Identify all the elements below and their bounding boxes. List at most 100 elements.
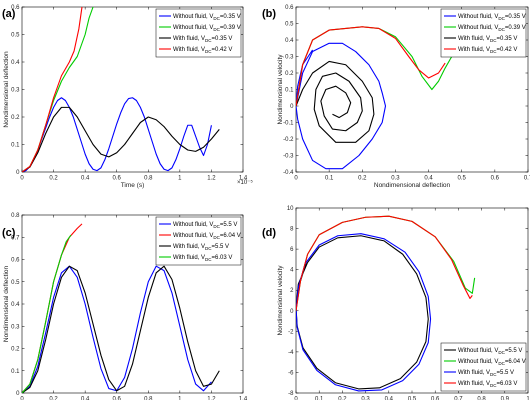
legend-entry-sub: DC [213,235,220,240]
legend-entry-sub: DC [205,38,212,43]
legend-entry-value: =0.42 V [212,47,233,53]
legend-entry-value: =0.39 V [505,25,526,31]
x-tick-label: 0.7 [524,176,530,182]
x-tick-label: 0.9 [501,397,510,400]
series-line-1 [296,42,387,170]
y-tick-label: -6 [288,370,294,376]
x-tick-label: 1.4 [239,176,248,182]
y-tick-label: 0.7 [11,235,20,241]
legend-entry-sub: DC [213,224,220,229]
series-line-4 [296,26,446,107]
y-tick-label: 0.4 [285,38,294,44]
legend-entry-sub: DC [498,361,505,366]
y-axis-label: Nondimensional velocity [277,265,284,336]
y-tick-label: 0 [290,104,294,110]
legend-entry-2: Without fluid, VDC=6.04 V [458,359,526,366]
legend-entry-2: Without fluid, VDC=0.39 V [173,25,241,32]
y-tick-label: 0.5 [11,280,20,286]
legend-entry-main: Without fluid, V [458,359,498,365]
y-tick-label: 0.3 [11,324,20,330]
chart-panel-4: 0 0.1 0.2 0.3 0.4 0.5 0.6 0.7 0.8 0.9 1 -8 -6 -4 -2 0 2 4… [262,206,530,400]
x-tick-label: 0.2 [338,397,347,400]
y-tick-label: -2 [288,329,294,335]
y-tick-label: 0.3 [285,55,294,61]
y-tick-label: -4 [288,350,294,356]
y-tick-label: 0.4 [11,302,20,308]
legend-entry-1: Without fluid, VDC=5.5 V [458,348,522,355]
x-tick-label: 0 [294,397,298,400]
legend-entry-sub: DC [498,27,505,32]
x-tick-label: 0.7 [454,397,463,400]
legend-entry-value: =6.03 V [497,381,518,387]
legend-entry-3: With fluid, VDC=5.5 V [173,244,229,251]
series-line-3 [296,233,432,392]
y-tick-label: 0.4 [11,60,20,66]
legend-entry-3: With fluid, VDC=5.5 V [458,370,514,377]
legend-entry-sub: DC [205,257,212,262]
legend-entry-sub: DC [213,27,220,32]
x-tick-label: 1.2 [207,397,216,400]
legend-entry-4: With fluid, VDC=0.42 V [458,47,517,54]
legend-entry-sub: DC [205,246,212,251]
y-axis-label: Nondimensional deflection [3,265,10,342]
x-tick-label: 0.6 [113,397,122,400]
series-line-4 [296,215,473,311]
legend-entry-main: With fluid, V [173,47,205,53]
legend-entry-value: =6.04 V [505,359,526,365]
x-tick-label: 0.1 [315,397,324,400]
y-tick-label: 0.5 [285,22,294,28]
x-tick-label: 0.8 [144,176,153,182]
series-line-4 [22,234,72,393]
legend-entry-value: =0.35 V [497,36,518,42]
x-tick-label: 0.6 [491,176,500,182]
legend-entry-sub: DC [490,38,497,43]
x-tick-label: 0 [20,397,24,400]
x-tick-label: 0.2 [358,176,367,182]
y-tick-label: 8 [290,227,294,233]
x-tick-label: 1 [178,176,182,182]
y-tick-label: 0 [16,391,20,397]
x-axis-label: Time (s) [121,182,145,189]
legend-entry-value: =0.42 V [497,47,518,53]
x-tick-label: 0.8 [144,397,153,400]
y-tick-label: -0.1 [283,121,294,127]
y-tick-label: 6 [290,247,294,253]
x-tick-label: 1.2 [207,176,216,182]
legend-entry-main: Without fluid, V [173,25,213,31]
panel-label: (c) [2,227,16,239]
y-tick-label: -0.2 [283,137,294,143]
y-tick-label: 0.1 [11,369,20,375]
x-tick-label: 0 [20,176,24,182]
series-group [22,7,220,172]
legend-entry-sub: DC [490,49,497,54]
y-tick-label: 0.2 [11,115,20,121]
y-tick-label: 0.1 [11,143,20,149]
x-tick-label: 1 [178,397,182,400]
legend-entry-2: Without fluid, VDC=6.04 V [173,233,241,240]
y-tick-label: -8 [288,391,294,397]
y-tick-label: 0.6 [11,5,20,11]
x-tick-label: 0.4 [424,176,433,182]
y-tick-label: 0.2 [11,347,20,353]
legend-entry-sub: DC [213,16,220,21]
legend-entry-main: Without fluid, V [458,348,498,354]
y-tick-label: -0.4 [283,170,294,176]
legend-entry-main: With fluid, V [458,47,490,53]
legend-entry-sub: DC [498,350,505,355]
x-tick-label: 0.6 [431,397,440,400]
legend-entry-value: =0.35 V [212,36,233,42]
legend-entry-1: Without fluid, VDC=0.35 V [173,14,241,21]
legend-entry-value: =0.35 V [220,14,241,20]
x-tick-label: 0.1 [325,176,334,182]
panel-label: (b) [262,8,276,20]
legend-entry-sub: DC [490,372,497,377]
x-tick-label: 0.5 [408,397,417,400]
y-tick-label: 0.6 [11,258,20,264]
legend-entry-4: With fluid, VDC=0.42 V [173,47,232,54]
legend-entry-4: With fluid, VDC=6.03 V [173,255,232,262]
legend-entry-sub: DC [205,49,212,54]
x-tick-label: 0.6 [113,176,122,182]
legend-entry-main: Without fluid, V [458,14,498,20]
y-tick-label: 10 [287,206,294,212]
